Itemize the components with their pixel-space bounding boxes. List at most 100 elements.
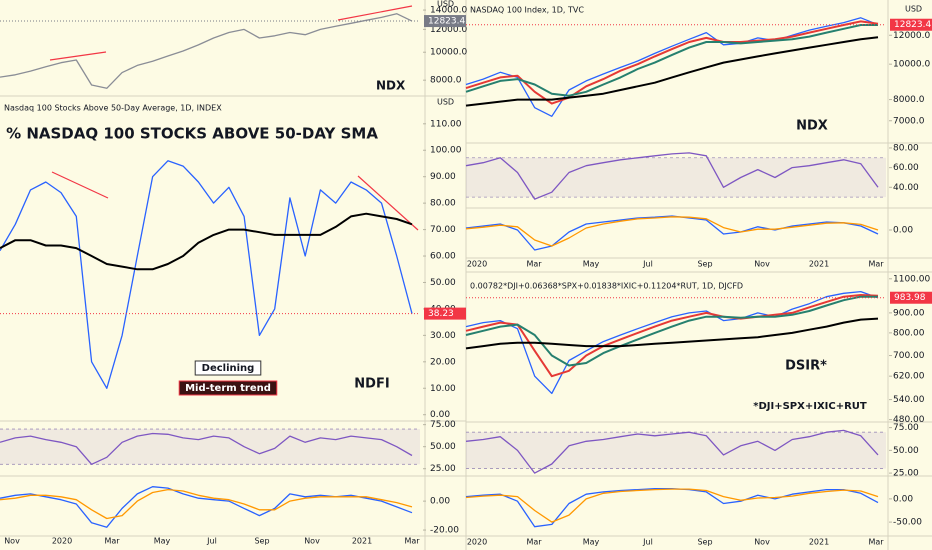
last-value-tag — [890, 291, 932, 304]
series-line — [0, 488, 413, 520]
axis-unit: USD — [905, 5, 922, 14]
trend-line — [357, 175, 419, 231]
series-line — [465, 295, 878, 367]
series-line — [465, 152, 879, 200]
trend-line — [51, 171, 109, 199]
x-tick-label: Jul — [642, 260, 653, 269]
y-tick-label: 50.00 — [430, 278, 456, 288]
series-line — [465, 36, 879, 107]
rsi-band — [0, 429, 420, 465]
series-line — [465, 20, 879, 105]
y-tick-label: 1100.00 — [893, 274, 930, 284]
x-tick-label: May — [154, 537, 171, 546]
panel-title: 0.00782*DJI+0.06368*SPX+0.01838*IXIC+0.1… — [470, 282, 743, 291]
x-tick-label: May — [583, 260, 600, 269]
x-tick-label: Nov — [754, 260, 770, 269]
x-tick-label: 2020 — [467, 538, 487, 547]
x-tick-label: Mar — [104, 537, 120, 546]
last-value-label: 12823.4 — [428, 17, 465, 27]
x-tick-label: May — [583, 538, 600, 547]
y-tick-label: 0.00 — [893, 494, 913, 504]
y-tick-label: 0.00 — [430, 410, 450, 420]
x-tick-label: Mar — [868, 260, 884, 269]
last-value-label: 12823.4 — [894, 20, 931, 30]
y-tick-label: 0.00 — [893, 226, 913, 236]
y-tick-label: 90.00 — [430, 172, 456, 182]
y-tick-label: 25.00 — [893, 469, 919, 479]
annotation: Mid-term trend — [185, 383, 271, 394]
y-tick-label: 40.00 — [893, 183, 919, 193]
series-line — [465, 317, 879, 350]
x-tick-label: Mar — [868, 538, 884, 547]
panel: 75.00 50.00 25.00 — [465, 423, 919, 479]
y-tick-label: 14000.0 — [430, 6, 467, 16]
y-tick-label: 620.00 — [893, 372, 925, 382]
series-line — [465, 17, 879, 117]
panel: 12000.0 10000.0 8000.0 7000.0 USD NASDAQ 100 … — [465, 5, 932, 134]
annotation-box — [178, 380, 278, 396]
series-line — [465, 216, 879, 247]
series-line — [0, 486, 413, 528]
x-tick-label: Sep — [254, 537, 269, 546]
y-tick-label: 50.00 — [893, 446, 919, 456]
y-tick-label: 700.00 — [893, 351, 925, 361]
last-value-label: 38.23 — [428, 309, 454, 319]
x-tick-label: Nov — [304, 537, 320, 546]
panel: 0.00 2020 Mar May Jul Sep Nov 2021 Mar — [465, 215, 913, 269]
y-tick-label: 70.00 — [430, 225, 456, 235]
y-tick-label: 10.00 — [430, 384, 456, 394]
y-tick-label: 20.00 — [430, 357, 456, 367]
x-tick-label: 2021 — [809, 260, 829, 269]
last-value-tag — [424, 15, 466, 28]
x-tick-label: Nov — [754, 538, 770, 547]
panel: 0.00 -50.00 2020 Mar May Jul Sep Nov 2021 Mar — [465, 488, 922, 547]
axis-unit: USD — [437, 98, 454, 107]
series-line — [0, 212, 413, 271]
x-tick-label: Nov — [4, 537, 20, 546]
y-tick-label: 0.00 — [430, 497, 450, 507]
x-tick-label: Mar — [526, 260, 542, 269]
panel: 14000.0 12000.0 10000.0 8000.0 USD 12823.4 NDX — [0, 0, 467, 93]
y-tick-label: 60.00 — [430, 252, 456, 262]
y-tick-label: 12000.0 — [893, 31, 930, 41]
y-tick-label: 8000.0 — [430, 76, 462, 86]
y-tick-label: 10000.0 — [430, 48, 467, 58]
y-tick-label: 100.00 — [430, 146, 462, 156]
y-tick-label: 80.00 — [430, 199, 456, 209]
last-value-tag — [424, 307, 466, 320]
panel: 110.00100.0090.0080.0070.0060.0050.0040.… — [0, 98, 466, 420]
trend-lines — [49, 5, 419, 231]
y-tick-label: 10000.0 — [893, 60, 930, 70]
series-line — [0, 13, 413, 89]
y-tick-label: 75.00 — [430, 420, 456, 430]
panel: 80.00 60.00 40.00 — [465, 143, 919, 200]
x-tick-label: Jul — [206, 537, 217, 546]
y-tick-label: -50.00 — [893, 518, 922, 528]
y-tick-label: 110.00 — [430, 119, 462, 129]
series-line — [465, 429, 879, 474]
x-tick-label: Sep — [697, 538, 712, 547]
series-line — [465, 24, 878, 97]
axis-unit: USD — [437, 0, 454, 9]
series-line — [465, 294, 879, 378]
series-line — [0, 160, 413, 389]
annotation: % NASDAQ 100 STOCKS ABOVE 50-DAY SMA — [6, 125, 378, 143]
y-tick-label: 8000.0 — [893, 95, 925, 105]
series-line — [465, 215, 879, 251]
panel: 1100.00 900.00 800.00 700.00 620.00 540.00 480… — [465, 274, 932, 425]
x-tick-label: 2021 — [352, 537, 372, 546]
x-tick-label: 2020 — [52, 537, 72, 546]
x-tick-label: 2020 — [467, 260, 487, 269]
last-value-tag — [890, 18, 932, 31]
series-line — [465, 290, 879, 395]
annotation-box — [194, 360, 262, 376]
y-tick-label: 480.00 — [893, 415, 925, 425]
panel: 75.00 50.00 25.00 — [0, 420, 456, 474]
x-tick-label: Mar — [404, 537, 420, 546]
y-tick-label: 30.00 — [430, 331, 456, 341]
y-tick-label: 540.00 — [893, 395, 925, 405]
y-tick-label: 7000.0 — [893, 116, 925, 126]
annotation: Declining — [202, 363, 255, 374]
